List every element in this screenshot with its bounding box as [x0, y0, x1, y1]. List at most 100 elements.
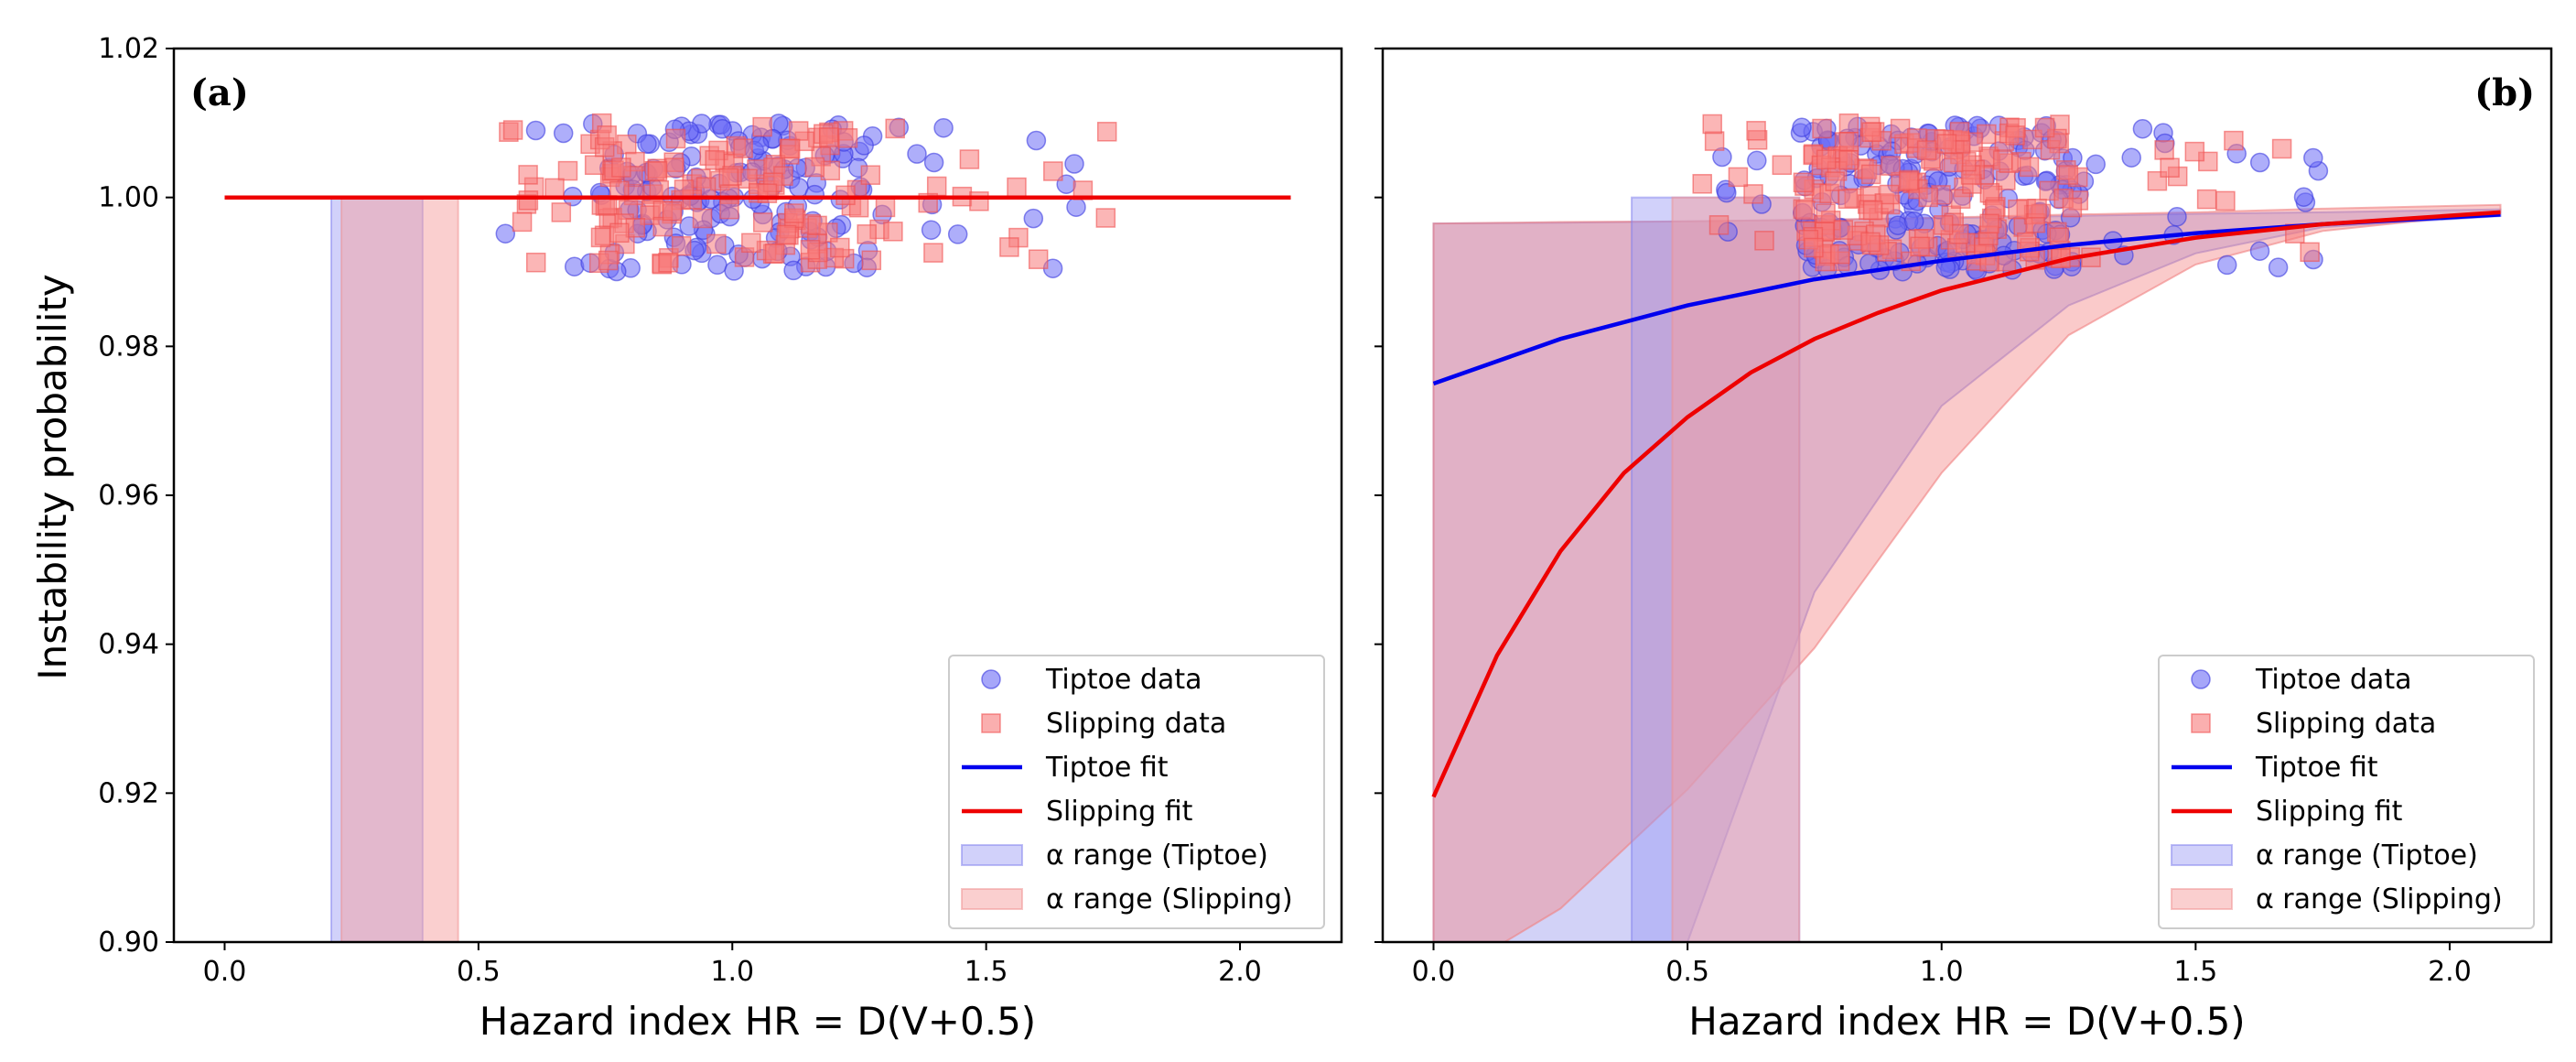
tiptoe-data-point: [1792, 117, 1812, 137]
panel-label: (b): [2474, 71, 2535, 114]
slipping-data-point: [611, 157, 631, 178]
legend-box: [948, 655, 1325, 929]
slipping-data-point: [1992, 150, 2013, 170]
slipping-data-point: [692, 208, 713, 229]
slipping-data-point: [2184, 141, 2205, 162]
tiptoe-data-point: [2216, 255, 2237, 276]
slipping-data-point: [926, 176, 947, 197]
x-tick-label: 0.0: [1412, 956, 1456, 988]
slipping-data-point: [518, 165, 538, 185]
panel-a: 0.0 0.5 1.0 1.5 2.0 0.90 0.92 0.94 0.96 0.98 1.00 1…: [98, 33, 1343, 1044]
slipping-data-point: [662, 200, 683, 222]
slipping-data-point: [752, 212, 773, 233]
legend-slipping-data-marker: [2191, 713, 2211, 733]
tiptoe-data-point: [2293, 187, 2314, 207]
legend-label-range-slipping: α range (Slipping): [1046, 883, 1293, 916]
tiptoe-data-point: [2167, 207, 2187, 227]
tiptoe-data-point: [707, 255, 728, 276]
slipping-data-point: [544, 178, 565, 199]
legend-slipping-data-marker: [981, 713, 1001, 733]
slipping-data-point: [804, 157, 825, 178]
slipping-data-point: [780, 138, 801, 159]
slipping-data-point: [1979, 182, 2000, 203]
plot-area: [1431, 113, 2502, 942]
y-tick-label: 0.96: [98, 480, 159, 512]
legend-alpha-range-tiptoe-patch: [961, 844, 1023, 866]
tiptoe-data-point: [2249, 241, 2270, 261]
legend-label-slipping-fit: Slipping fit: [1046, 796, 1193, 828]
slipping-data-point: [776, 224, 797, 245]
slipping-data-point: [2008, 199, 2028, 220]
slipping-data-point: [2034, 117, 2055, 138]
slipping-data-point: [609, 222, 630, 244]
legend-label-range-slipping: α range (Slipping): [2256, 883, 2503, 916]
slipping-data-point: [733, 138, 753, 158]
slipping-data-point: [1793, 172, 1814, 193]
slipping-data-point: [502, 120, 523, 140]
slipping-data-point: [2154, 140, 2174, 160]
slipping-data-point: [590, 227, 611, 248]
slipping-data-point: [1890, 118, 1911, 139]
slipping-data-point: [647, 161, 668, 181]
slipping-data-point: [718, 168, 738, 189]
tiptoe-data-point: [2303, 147, 2323, 168]
slipping-data-point: [999, 237, 1019, 257]
range-slipping-region: [1671, 196, 1801, 942]
slipping-data-point: [705, 150, 725, 170]
x-tick-label: 1.5: [965, 956, 1008, 988]
slipping-data-point: [923, 243, 943, 263]
slipping-data-point: [719, 199, 739, 220]
slipping-data-point: [784, 203, 804, 223]
tiptoe-data-point: [947, 224, 968, 244]
slipping-data-point: [1838, 132, 1859, 152]
slipping-data-point: [1838, 189, 1859, 210]
tiptoe-data-point: [921, 220, 942, 240]
slipping-data-point: [706, 233, 727, 255]
legend-label-tiptoe-fit: Tiptoe fit: [1045, 752, 1169, 784]
legend-tiptoe-data-marker: [2191, 669, 2211, 689]
slipping-data-point: [1096, 122, 1117, 142]
panel-label: (a): [190, 71, 249, 114]
legend-label-slipping-fit: Slipping fit: [2256, 796, 2403, 828]
x-tick-label: 0.0: [203, 956, 247, 988]
slipping-data-point: [1860, 164, 1881, 185]
slipping-data-point: [1746, 121, 1766, 141]
slipping-data-point: [969, 191, 989, 211]
slipping-data-point: [2062, 197, 2083, 218]
tiptoe-data-point: [804, 184, 825, 205]
slipping-data-point: [1950, 189, 1971, 209]
slipping-data-point: [861, 250, 882, 271]
slipping-data-point: [1833, 220, 1854, 240]
slipping-data-point: [2058, 165, 2079, 185]
slipping-data-point: [525, 252, 546, 273]
slipping-data-point: [885, 118, 905, 139]
legend-alpha-range-slipping-patch: [961, 888, 1023, 910]
slipping-data-point: [671, 235, 692, 256]
tiptoe-data-point: [1888, 215, 1908, 235]
slipping-data-point: [1028, 249, 1049, 269]
slipping-data-point: [1728, 167, 1749, 188]
slipping-data-point: [658, 253, 678, 273]
slipping-data-point: [1812, 118, 1832, 139]
tiptoe-data-point: [712, 119, 733, 139]
tiptoe-data-point: [2249, 152, 2270, 173]
x-tick-label: 2.0: [1218, 956, 1262, 988]
tiptoe-data-point: [1064, 154, 1084, 174]
slipping-data-point: [837, 128, 858, 148]
slipping-data-point: [1838, 113, 1859, 134]
panel-b: 0.0 0.5 1.0 1.5 2.0 Hazard index HR = D(V+0.5…: [1374, 47, 2553, 1044]
x-axis-label: Hazard index HR = D(V+0.5): [1688, 999, 2245, 1044]
y-tick-label: 0.98: [98, 331, 159, 363]
plot-area: [224, 113, 1291, 942]
slipping-data-point: [2027, 199, 2047, 219]
slipping-data-point: [1860, 232, 1881, 253]
slipping-data-point: [597, 125, 617, 146]
slipping-data-point: [551, 202, 572, 222]
slipping-data-point: [2224, 130, 2244, 151]
y-tick-label: 0.94: [98, 629, 159, 661]
slipping-data-point: [883, 222, 903, 242]
slipping-data-point: [1910, 236, 1930, 257]
tiptoe-data-point: [907, 144, 927, 164]
legend-alpha-range-slipping-patch: [2171, 888, 2233, 910]
